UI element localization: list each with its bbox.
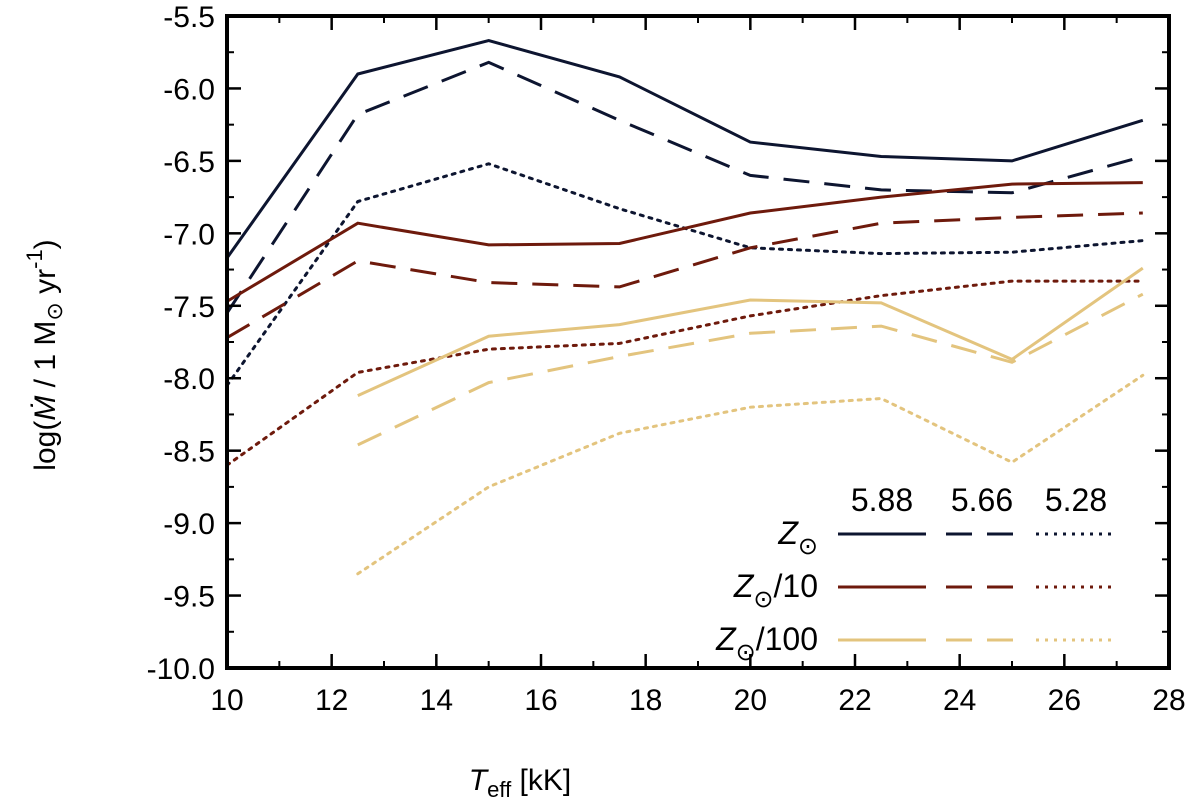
- legend-column-label: 5.88: [851, 482, 913, 518]
- y-tick-label: -9.5: [163, 581, 215, 614]
- y-tick-label: -7.0: [163, 218, 215, 251]
- series-line-6: [357, 266, 1144, 397]
- y-tick-label: -6.5: [163, 146, 215, 179]
- plot-frame: [225, 14, 1171, 670]
- x-tick-label: 12: [315, 684, 348, 717]
- x-tick-label: 24: [943, 684, 976, 717]
- legend-row-label: Z⊙/100: [715, 621, 818, 666]
- x-tick-label: 28: [1152, 684, 1185, 717]
- y-tick-label: -10.0: [147, 653, 215, 686]
- x-tick-label: 18: [629, 684, 662, 717]
- y-axis-label: log(Ṁ / 1 M⊙ yr-1): [22, 239, 67, 470]
- series-line-0: [225, 39, 1144, 259]
- series-line-1: [225, 60, 1144, 314]
- x-tick-label: 22: [838, 684, 871, 717]
- series-line-2: [225, 162, 1145, 387]
- x-tick-label: 20: [734, 684, 767, 717]
- x-tick-label: 26: [1048, 684, 1081, 717]
- legend-row-label: Z⊙/10: [733, 568, 818, 613]
- legend: 5.88 5.66 5.28 Z⊙ Z⊙/10 Z⊙/100: [715, 482, 1112, 666]
- series-line-7: [357, 292, 1144, 447]
- legend-column-label: 5.28: [1045, 482, 1107, 518]
- y-tick-label: -8.5: [163, 436, 215, 469]
- y-tick-label: -8.0: [163, 363, 215, 396]
- y-tick-label: -6.0: [163, 73, 215, 106]
- legend-column-label: 5.66: [951, 482, 1013, 518]
- legend-row-label: Z⊙: [777, 515, 818, 560]
- y-tick-label: -7.5: [163, 291, 215, 324]
- x-tick-label: 10: [210, 684, 243, 717]
- x-axis-label: Teff [kK]: [469, 764, 571, 802]
- y-tick-label: -9.0: [163, 508, 215, 541]
- series-layer: [225, 39, 1145, 576]
- x-tick-label: 14: [420, 684, 453, 717]
- x-tick-label: 16: [524, 684, 557, 717]
- series-line-4: [226, 211, 1143, 339]
- y-tick-label: -5.5: [163, 1, 215, 34]
- series-line-3: [226, 181, 1143, 303]
- ticks-layer: 10 12 14 16 18 20 22 24 26 28 -5.5 -6.0 -6.5 -7.0 -7.5…: [147, 1, 1186, 717]
- series-line-8: [356, 373, 1145, 576]
- series-line-5: [225, 279, 1145, 467]
